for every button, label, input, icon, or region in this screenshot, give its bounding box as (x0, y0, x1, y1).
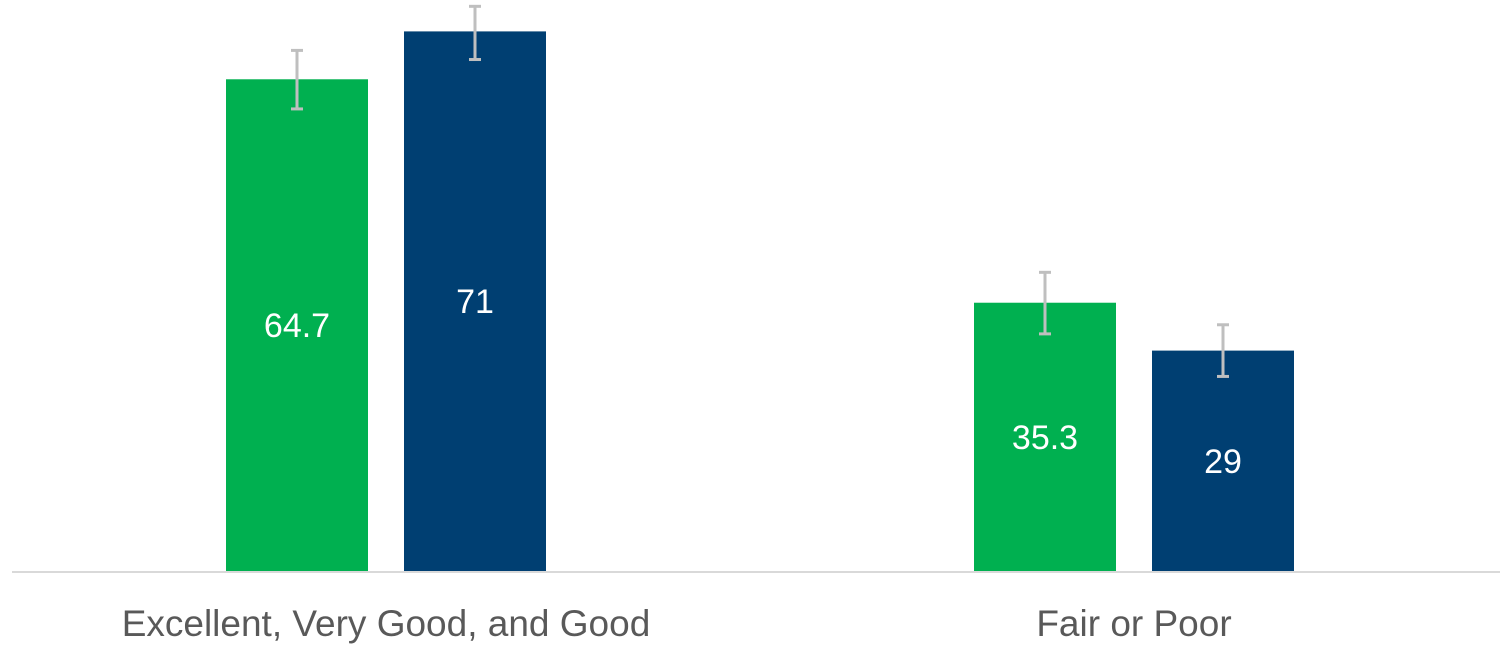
data-labels-layer: 64.7 71 35.3 29 (264, 283, 1242, 481)
bar-series-2-cat-2 (1152, 350, 1294, 571)
error-bars-layer (291, 4, 1229, 378)
category-labels-layer: Excellent, Very Good, and Good Fair or Po… (122, 603, 1232, 644)
bar-series-2-cat-1 (404, 31, 546, 571)
category-label-2: Fair or Poor (1036, 603, 1231, 644)
data-label-series-1-cat-2: 35.3 (1012, 419, 1078, 457)
data-label-series-2-cat-1: 71 (456, 283, 494, 321)
data-label-series-2-cat-2: 29 (1204, 443, 1242, 481)
category-label-1: Excellent, Very Good, and Good (122, 603, 651, 644)
bars-layer (226, 31, 1294, 571)
bar-series-1-cat-1 (226, 79, 368, 571)
data-label-series-1-cat-1: 64.7 (264, 307, 330, 345)
bar-series-1-cat-2 (974, 302, 1116, 571)
